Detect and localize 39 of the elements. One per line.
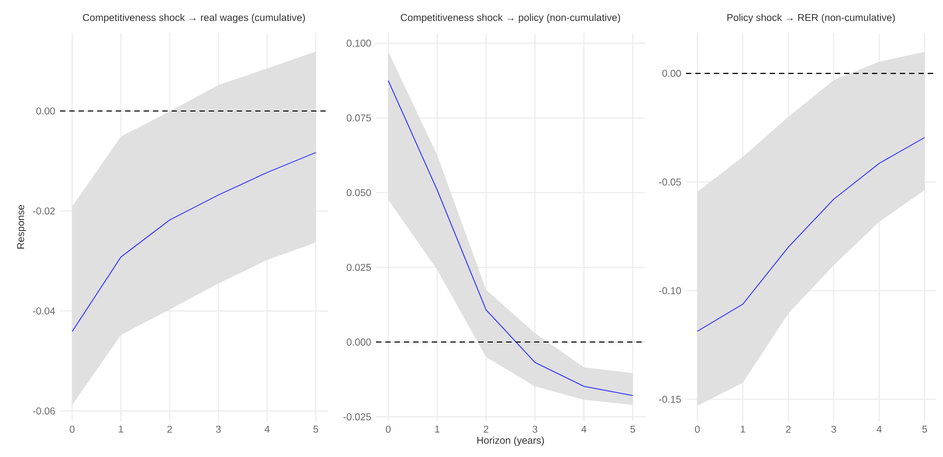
x-tick-label: 4: [581, 426, 586, 433]
x-tick-label: 0: [70, 426, 75, 433]
x-tick-label: 3: [216, 426, 221, 433]
y-tick-label: -0.02: [33, 207, 55, 215]
y-tick-label: 0.025: [346, 264, 371, 271]
y-tick-label: 0.00: [662, 70, 681, 77]
chart-title: Competitiveness shock → real wages (cumulative): [82, 14, 305, 23]
x-tick-label: 1: [118, 426, 124, 433]
chart-title: Policy shock → RER (non-cumulative): [727, 14, 895, 23]
x-tick-label: 5: [313, 426, 318, 433]
y-tick-label: -0.15: [659, 396, 681, 403]
x-tick-label: 2: [484, 426, 488, 433]
y-tick-label: -0.10: [659, 287, 681, 294]
x-tick-label: 3: [831, 426, 836, 433]
x-tick-label: 1: [435, 426, 440, 433]
x-tick-label: 4: [264, 426, 270, 433]
x-tick-label: 5: [922, 426, 927, 433]
y-tick-label: -0.04: [33, 307, 56, 315]
y-tick-label: -0.05: [659, 178, 681, 186]
y-tick-label: 0.075: [346, 114, 371, 122]
x-tick-label: 2: [786, 426, 791, 433]
y-tick-label: 0.100: [346, 40, 371, 47]
x-tick-label: 3: [532, 426, 538, 433]
x-axis-title: Horizon (years): [477, 436, 544, 446]
x-tick-label: 2: [167, 426, 172, 433]
x-tick-label: 4: [876, 426, 882, 433]
x-tick-label: 0: [694, 426, 700, 433]
y-tick-label: -0.025: [344, 413, 371, 420]
y-tick-label: 0.00: [36, 107, 55, 115]
line-series: [72, 152, 316, 332]
line-series: [696, 137, 926, 332]
y-axis-title: Response: [17, 205, 26, 249]
y-tick-label: 0.000: [346, 338, 371, 346]
y-tick-label: -0.06: [33, 407, 55, 415]
x-tick-label: 0: [386, 426, 391, 433]
x-tick-label: 1: [740, 426, 746, 433]
y-tick-label: 0.050: [346, 189, 371, 196]
chart-title: Competitiveness shock → policy (non-cumulative): [400, 14, 620, 23]
x-tick-label: 5: [630, 426, 636, 433]
